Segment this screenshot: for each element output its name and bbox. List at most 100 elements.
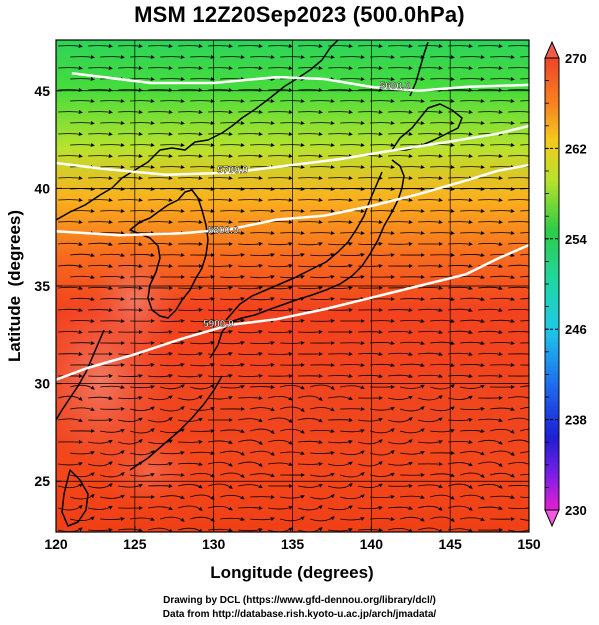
streamline xyxy=(460,76,485,81)
streamline xyxy=(340,164,365,169)
streamline xyxy=(358,506,383,510)
streamline xyxy=(268,439,293,445)
streamline xyxy=(418,484,443,488)
streamline xyxy=(298,242,323,246)
streamline xyxy=(370,230,395,235)
streamline xyxy=(298,418,323,423)
streamline xyxy=(190,297,215,302)
streamline xyxy=(478,109,503,114)
streamline xyxy=(88,396,113,400)
streamline xyxy=(250,253,275,257)
streamline xyxy=(160,120,185,125)
streamline xyxy=(490,472,515,478)
streamline xyxy=(178,330,203,334)
streamline xyxy=(160,516,185,522)
streamline xyxy=(190,473,215,478)
streamline xyxy=(58,87,83,92)
streamline xyxy=(118,417,143,422)
streamline xyxy=(118,263,143,268)
streamline xyxy=(130,517,155,521)
streamline xyxy=(148,506,173,510)
streamline xyxy=(430,363,455,367)
streamline xyxy=(448,197,473,202)
streamline xyxy=(448,505,473,511)
streamline xyxy=(238,65,263,70)
streamline xyxy=(328,505,353,511)
streamline xyxy=(88,483,113,489)
streamline xyxy=(238,528,263,532)
streamline xyxy=(340,429,365,433)
streamline xyxy=(58,418,83,422)
streamline xyxy=(508,439,529,445)
coastline-taiwan xyxy=(61,469,89,527)
streamline xyxy=(148,527,173,532)
streamline xyxy=(460,54,485,59)
streamline xyxy=(148,483,173,488)
streamline xyxy=(520,210,529,212)
streamline xyxy=(358,43,383,48)
streamline xyxy=(208,440,233,444)
streamline xyxy=(310,494,335,500)
streamline xyxy=(178,65,203,70)
x-tick-label: 145 xyxy=(438,536,462,552)
x-tick-label: 125 xyxy=(123,536,147,552)
streamline xyxy=(508,483,529,488)
streamline xyxy=(388,352,413,356)
streamline xyxy=(88,505,113,510)
streamline xyxy=(508,527,529,532)
streamline xyxy=(448,330,473,334)
streamline xyxy=(430,120,455,125)
streamline xyxy=(430,98,455,103)
streamline xyxy=(490,253,515,257)
streamline xyxy=(148,65,173,70)
streamline xyxy=(100,208,125,213)
streamline xyxy=(490,362,515,367)
streamline xyxy=(178,462,203,466)
streamline xyxy=(430,473,455,477)
streamline xyxy=(118,439,143,445)
streamline xyxy=(190,54,215,59)
streamline xyxy=(430,297,455,301)
streamline xyxy=(310,230,335,235)
streamline xyxy=(100,517,125,522)
streamline xyxy=(250,142,275,147)
streamline xyxy=(358,242,383,246)
coastline-china-east xyxy=(56,329,105,421)
streamline xyxy=(118,396,143,400)
streamline xyxy=(250,363,275,368)
streamline xyxy=(298,153,323,158)
streamline xyxy=(418,175,443,180)
streamline xyxy=(478,65,503,70)
streamline xyxy=(448,395,473,400)
streamline xyxy=(100,407,125,412)
height-contour xyxy=(56,163,529,237)
streamline xyxy=(238,131,263,136)
streamline xyxy=(88,286,113,290)
streamline xyxy=(388,374,413,378)
streamline xyxy=(298,483,323,488)
streamline xyxy=(490,319,515,323)
colorbar-tick-label: 254 xyxy=(565,232,587,247)
streamline xyxy=(418,285,443,290)
streamline xyxy=(448,87,473,92)
streamline xyxy=(250,517,275,521)
streamline xyxy=(178,43,203,48)
streamline xyxy=(70,275,95,279)
streamline xyxy=(88,307,113,312)
colorbar-ticks: 270 262 254 246 238 230 xyxy=(545,51,587,518)
streamline xyxy=(448,286,473,290)
streamline xyxy=(418,219,443,224)
streamline xyxy=(388,65,413,70)
streamline xyxy=(430,186,455,191)
streamline xyxy=(490,407,515,411)
streamline xyxy=(400,230,425,235)
streamline xyxy=(388,330,413,334)
streamline xyxy=(178,395,203,401)
streamline xyxy=(358,131,383,136)
streamline xyxy=(358,87,383,92)
streamline xyxy=(370,164,395,169)
streamline xyxy=(268,462,293,466)
streamline xyxy=(388,242,413,247)
streamline xyxy=(130,341,155,346)
streamline xyxy=(370,76,395,81)
